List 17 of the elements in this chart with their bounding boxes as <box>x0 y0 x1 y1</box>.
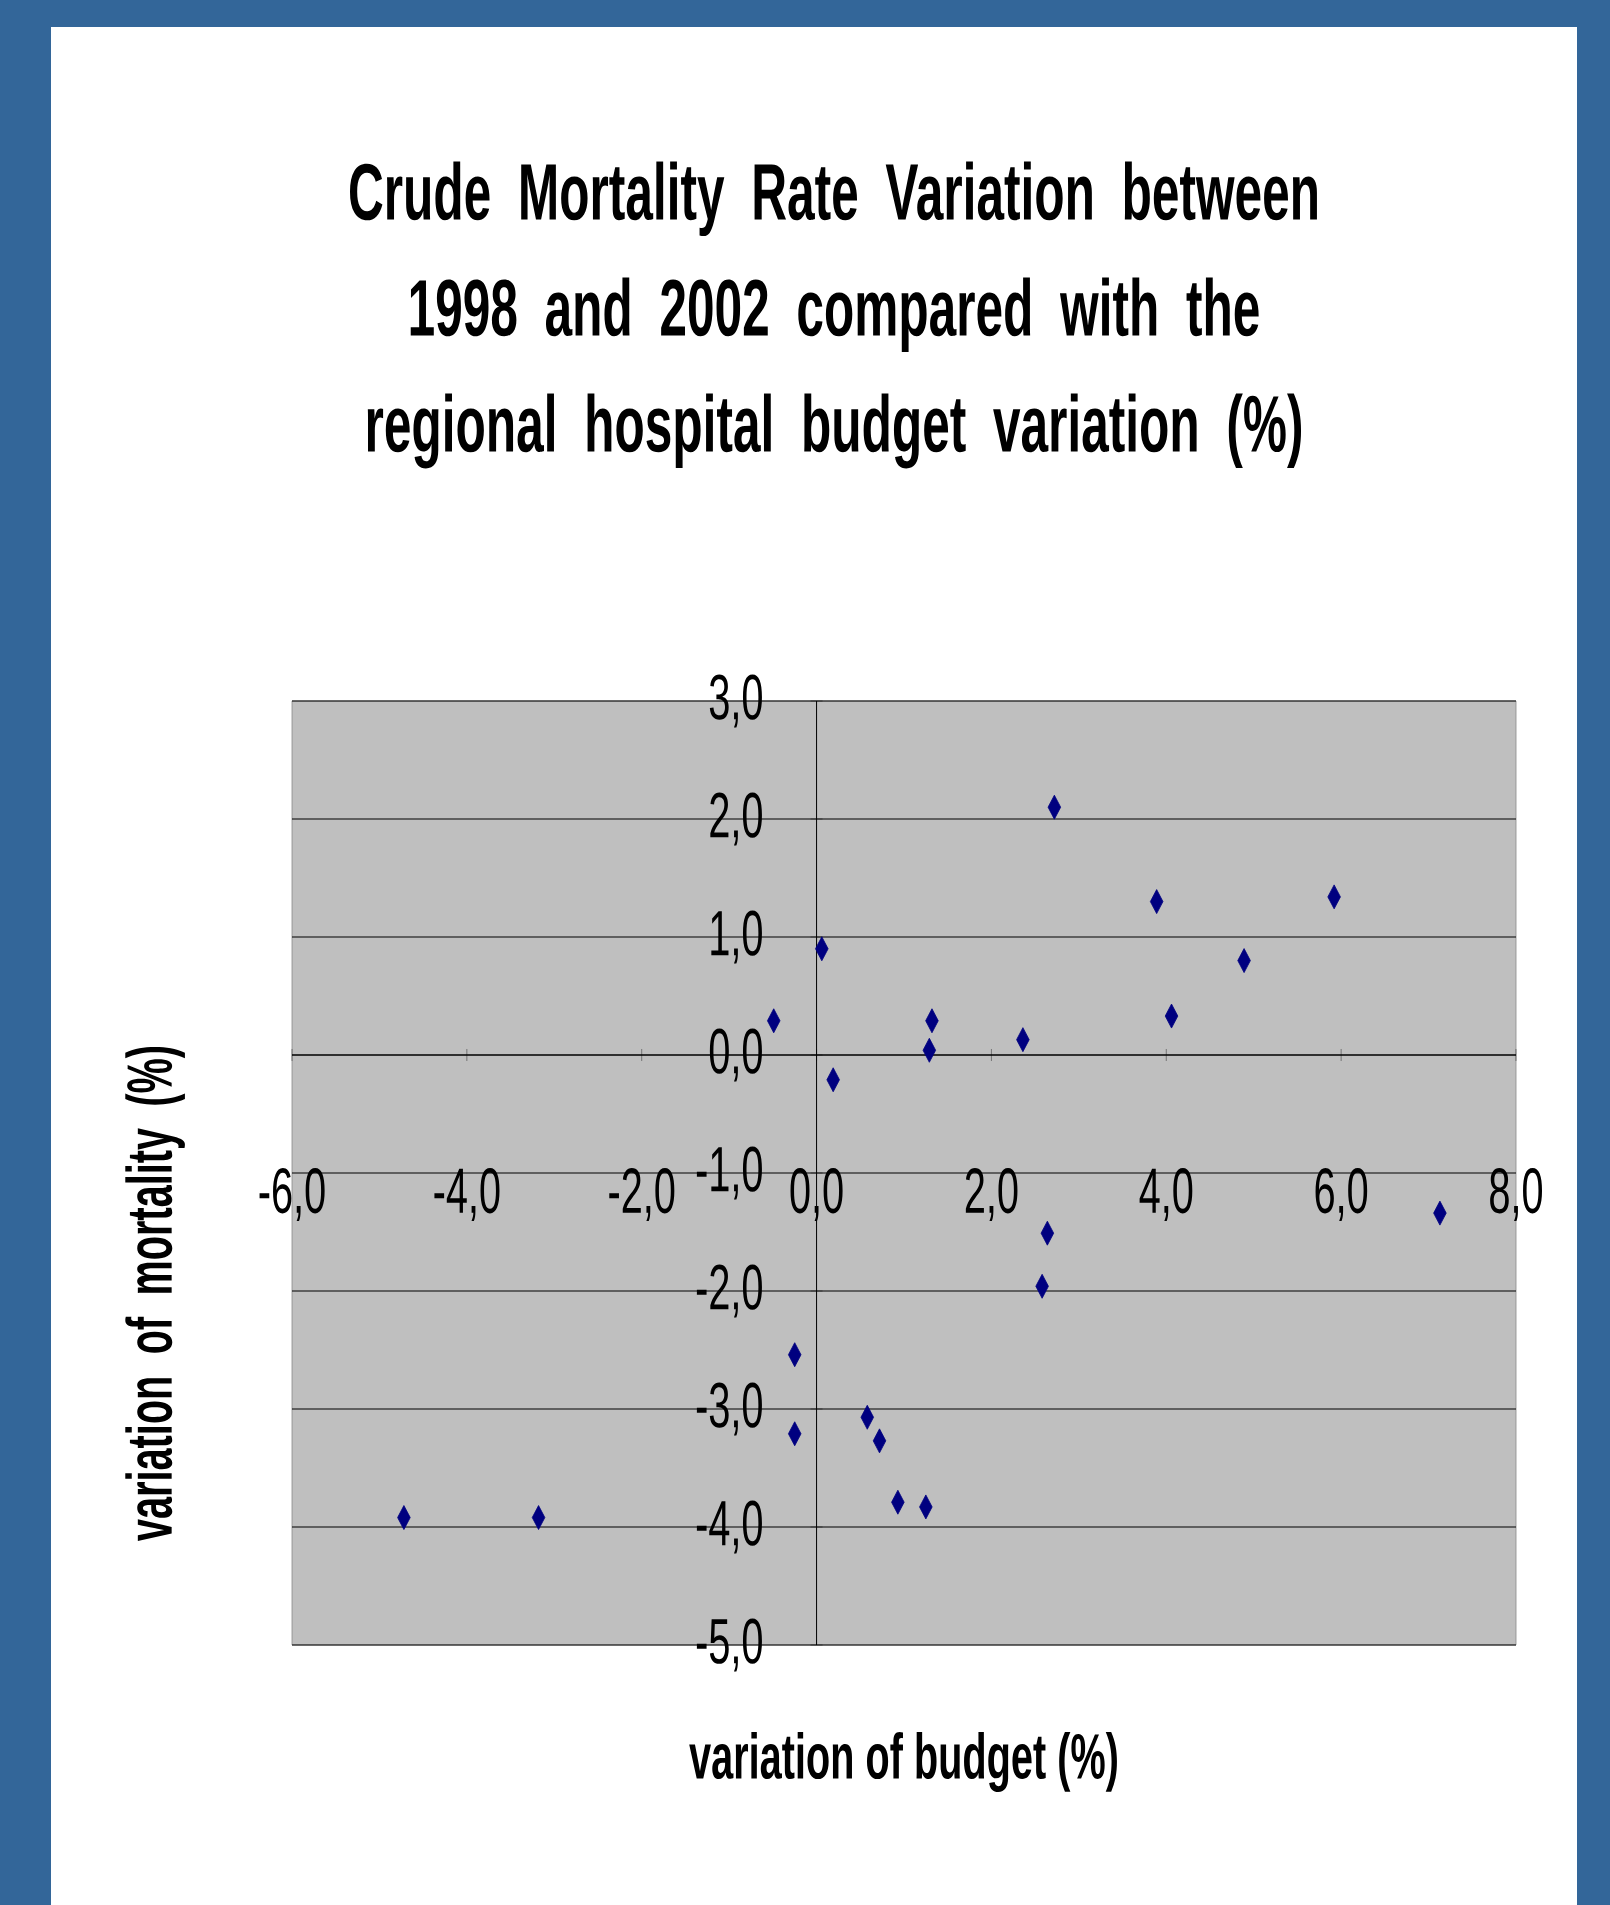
x-tick-label: -6,0 <box>259 1168 325 1221</box>
y-tick-label: -1,0 <box>696 1146 762 1200</box>
x-tick-label: 8,0 <box>1490 1168 1543 1221</box>
x-axis-title: variation of budget (%) <box>689 1732 1117 1792</box>
x-tick-label: 2,0 <box>965 1168 1018 1221</box>
x-tick-label: -4,0 <box>434 1168 500 1221</box>
y-tick-label: -2,0 <box>696 1264 762 1318</box>
y-axis-title: variation of mortality (%) <box>125 1046 185 1541</box>
x-tick-label: -2,0 <box>609 1168 675 1221</box>
y-tick-label: 2,0 <box>710 792 762 846</box>
x-tick-label: 6,0 <box>1315 1168 1368 1221</box>
y-tick-label: -4,0 <box>696 1500 762 1554</box>
y-tick-label: 1,0 <box>711 910 762 964</box>
y-tick-label: -3,0 <box>696 1382 762 1436</box>
y-tick-label: 3,0 <box>709 674 762 728</box>
chart-title: Crude Mortality Rate Variation between 1998 and 2002 compared with the regional hospital budget variation (%) <box>350 161 1317 469</box>
x-tick-label: 4,0 <box>1139 1168 1193 1221</box>
